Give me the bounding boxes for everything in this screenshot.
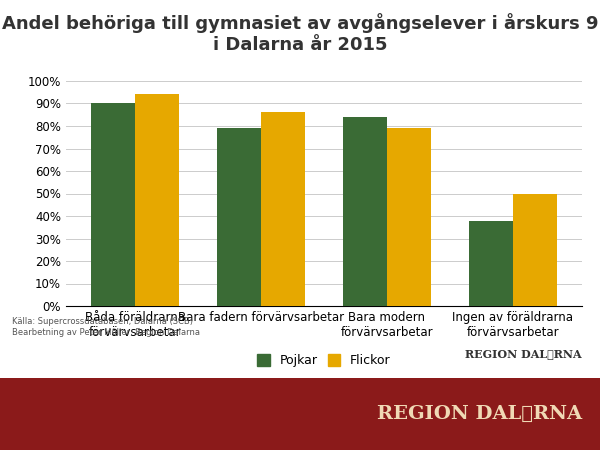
Bar xyxy=(469,220,513,306)
Bar xyxy=(387,128,431,306)
Text: REGION DAL★RNA: REGION DAL★RNA xyxy=(466,348,582,359)
Bar xyxy=(217,128,261,306)
Text: Andel behöriga till gymnasiet av avgångselever i årskurs 9
i Dalarna år 2015: Andel behöriga till gymnasiet av avgångs… xyxy=(2,14,598,54)
Text: Källa: Supercrossdatabasen, Dalarna (SCB)
Bearbetning av Peter Möller, Region Da: Källa: Supercrossdatabasen, Dalarna (SCB… xyxy=(12,317,200,337)
Bar xyxy=(135,94,179,306)
Text: REGION DAL★RNA: REGION DAL★RNA xyxy=(377,405,582,423)
Legend: Pojkar, Flickor: Pojkar, Flickor xyxy=(257,354,391,367)
Bar xyxy=(91,104,135,306)
Bar xyxy=(343,117,387,306)
Bar xyxy=(513,194,557,306)
Bar xyxy=(261,112,305,306)
